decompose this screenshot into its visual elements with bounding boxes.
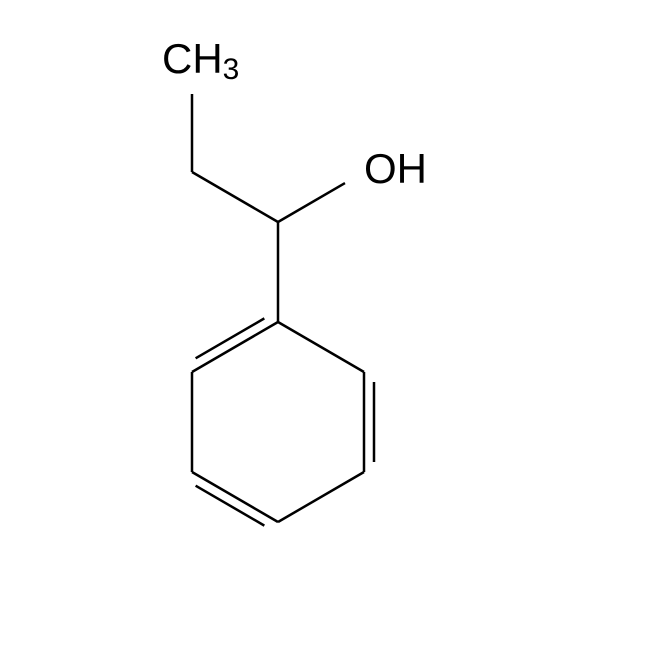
bonds-layer [192,94,374,526]
labels-layer: CH3 OH [162,35,427,192]
bond [192,172,278,222]
bond [192,472,278,522]
atom-label: OH [364,145,427,192]
atom-label: CH3 [162,35,239,86]
bond [278,472,364,522]
bond [196,486,265,526]
bond [192,322,278,372]
bond [278,322,364,372]
molecule-diagram: CH3 OH [0,0,650,650]
bond [196,318,265,358]
bond [278,183,345,222]
